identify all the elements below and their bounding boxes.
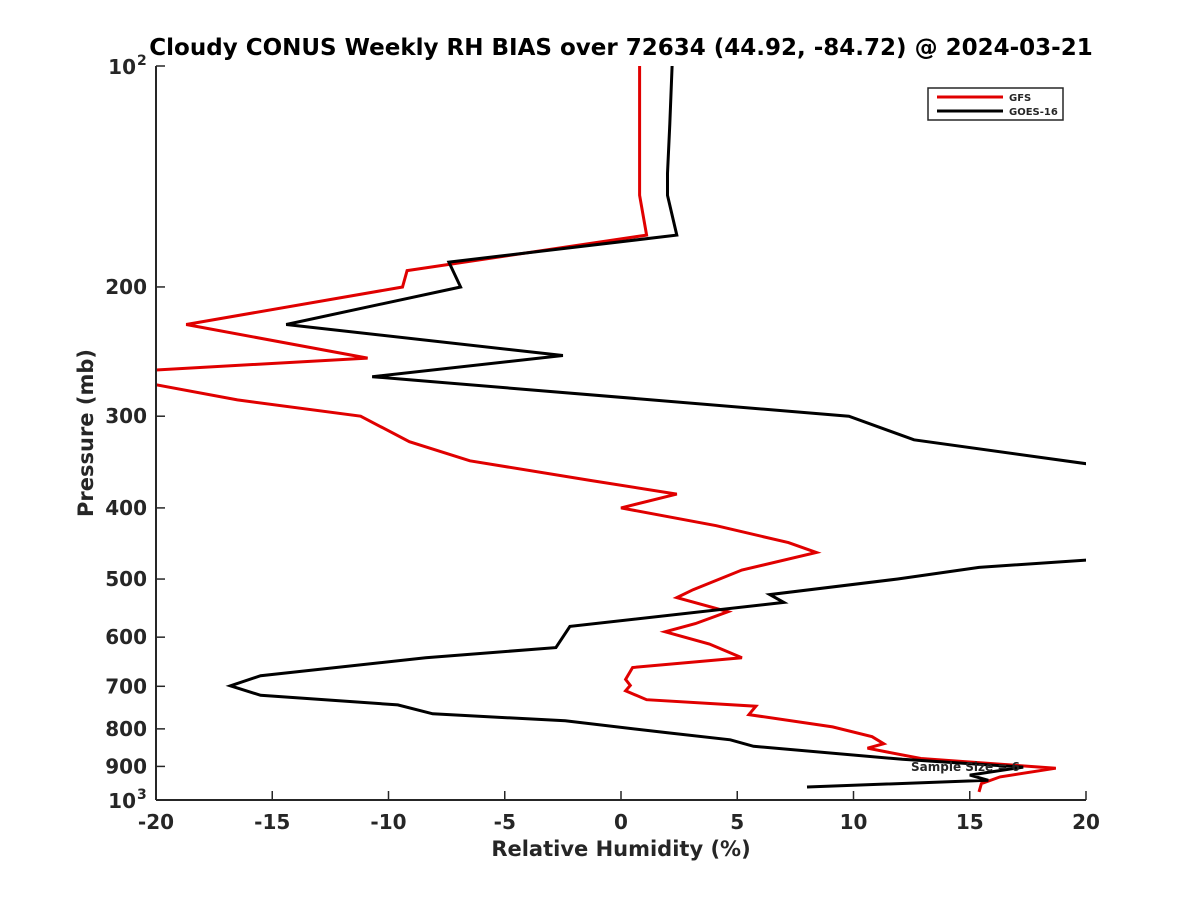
y-tick-label: 900 <box>105 754 147 778</box>
sample-size-annotation: Sample Size = 6 <box>911 760 1020 774</box>
x-tick-label: 15 <box>956 810 984 834</box>
y-tick-label: 800 <box>105 717 147 741</box>
y-tick-label: 300 <box>105 404 147 428</box>
y-axis-label: Pressure (mb) <box>74 349 98 517</box>
x-axis-label: Relative Humidity (%) <box>491 837 750 861</box>
x-tick-label: 20 <box>1072 810 1100 834</box>
y-tick-label: 400 <box>105 496 147 520</box>
x-tick-label: 5 <box>730 810 744 834</box>
legend-label-goes-16: GOES-16 <box>1009 107 1058 118</box>
chart-title: Cloudy CONUS Weekly RH BIAS over 72634 (… <box>149 35 1092 61</box>
x-tick-label: -15 <box>254 810 290 834</box>
y-tick-label-exponent: 2 <box>137 53 147 69</box>
x-tick-label: -20 <box>138 810 174 834</box>
y-tick-label: 600 <box>105 625 147 649</box>
legend-label-gfs: GFS <box>1009 93 1031 104</box>
y-tick-label: 500 <box>105 567 147 591</box>
x-tick-label: 0 <box>614 810 628 834</box>
series-line-goes-16 <box>225 66 1086 789</box>
y-tick-label-exponent: 3 <box>137 787 147 803</box>
x-tick-label: -10 <box>370 810 406 834</box>
x-tick-label: 10 <box>840 810 868 834</box>
series-line-gfs <box>156 66 1057 793</box>
series-lines <box>156 66 1086 793</box>
legend-box <box>927 87 1064 121</box>
y-tick-label-power: 10 <box>108 55 136 79</box>
y-tick-label: 700 <box>105 674 147 698</box>
legend: GFS GOES-16 <box>927 87 1064 121</box>
y-tick-label: 200 <box>105 275 147 299</box>
plot-area: -20 -15 -10 -5 0 5 10 15 20 200 300 400 500 600 700 800… <box>105 53 1100 834</box>
x-tick-label: -5 <box>494 810 516 834</box>
y-tick-label-power: 10 <box>108 789 136 813</box>
